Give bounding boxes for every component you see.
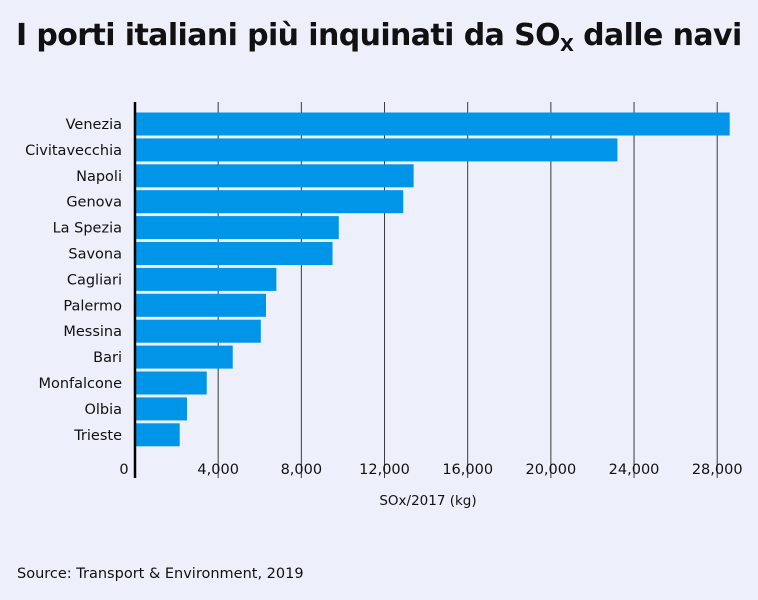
x-tick-label: 24,000 (609, 462, 660, 478)
x-tick-label: 12,000 (359, 462, 410, 478)
category-label: Trieste (73, 428, 122, 444)
category-label: Monfalcone (38, 376, 122, 392)
bar (135, 138, 618, 162)
category-label: Messina (63, 324, 122, 340)
x-tick-label: 16,000 (442, 462, 493, 478)
bar (135, 216, 339, 240)
chart-title: I porti italiani più inquinati da SOX da… (16, 18, 742, 56)
category-label: La Spezia (53, 221, 122, 237)
x-axis-label: SOx/2017 (kg) (379, 493, 476, 509)
x-tick-label: 0 (119, 462, 128, 478)
bar (135, 190, 404, 214)
category-label: Civitavecchia (25, 143, 122, 159)
category-label: Cagliari (67, 272, 122, 288)
chart-title-subscript: X (559, 35, 574, 56)
bar (135, 371, 207, 395)
category-label: Napoli (76, 169, 122, 185)
category-label: Olbia (84, 402, 122, 418)
category-label: Venezia (66, 117, 122, 133)
bar (135, 293, 266, 317)
bar (135, 397, 187, 421)
bar (135, 423, 180, 447)
x-tick-label: 20,000 (525, 462, 576, 478)
category-label: Bari (93, 350, 122, 366)
source-note: Source: Transport & Environment, 2019 (17, 566, 304, 582)
chart-title-main: I porti italiani più inquinati da SO (16, 18, 561, 53)
bar (135, 345, 233, 369)
bar (135, 242, 333, 265)
bar (135, 319, 261, 343)
chart-title-suffix: dalle navi (573, 18, 742, 53)
x-tick-label: 4,000 (197, 462, 239, 478)
category-label: Savona (68, 247, 122, 263)
x-tick-label: 8,000 (281, 462, 323, 478)
bar (135, 164, 414, 188)
bar (135, 267, 277, 291)
bar (135, 112, 730, 136)
x-tick-label: 28,000 (692, 462, 743, 478)
category-label: Genova (66, 195, 122, 211)
category-label: Palermo (63, 298, 122, 314)
